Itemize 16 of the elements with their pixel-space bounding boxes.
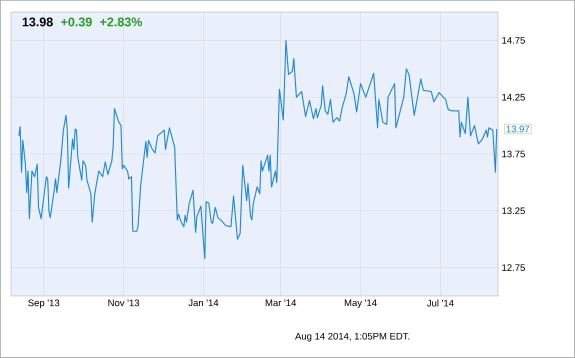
y-tick-label: 13.75 [502, 150, 525, 158]
y-tick-label: 13.25 [502, 207, 525, 214]
x-tick-label: May '14 [344, 300, 377, 308]
text: Aug 14 2014, 1:05PM EDT. [295, 332, 410, 342]
annotation: +2.83% [100, 18, 142, 26]
x-tick-label: Jan '14 [188, 300, 218, 306]
annotation: 13.98 [22, 18, 53, 26]
y-tick-label: 12.75 [502, 264, 525, 271]
x-tick-label: Jul '14 [426, 300, 454, 306]
x-tick-label: Nov '13 [108, 300, 140, 306]
y-tick-label: 14.25 [502, 94, 525, 101]
y-tick-label: 14.75 [502, 37, 525, 44]
annotation: 13.97 [506, 126, 530, 132]
x-tick-label: Sep '13 [28, 300, 60, 308]
annotation: +0.39 [61, 18, 92, 26]
x-tick-label: Mar '14 [266, 300, 296, 306]
